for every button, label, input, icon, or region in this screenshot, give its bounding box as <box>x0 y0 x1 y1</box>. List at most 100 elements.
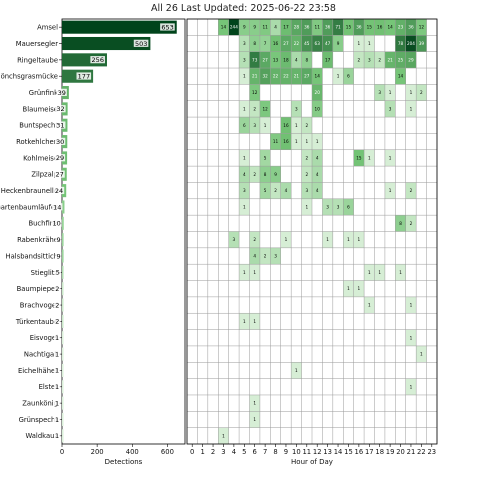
heatmap-cell <box>353 19 365 36</box>
bar-value-label: 503 <box>135 40 147 48</box>
heatmap-hour-label: 18 <box>375 448 384 456</box>
heatmap-cell <box>312 166 323 183</box>
heatmap-cell <box>395 35 406 52</box>
heatmap-cell-label: 1 <box>368 303 371 308</box>
heatmap-cell-label: 1 <box>368 155 371 160</box>
bar-category-label: Zilpzalp <box>31 171 58 179</box>
bar-value-label-bg <box>54 154 66 162</box>
heatmap-cell-label: 3 <box>233 237 236 242</box>
heatmap-cell <box>332 35 344 52</box>
heatmap-cell-label: 10 <box>315 106 321 111</box>
heatmap-cell-label: 1 <box>410 384 413 389</box>
heatmap-cell <box>301 166 312 183</box>
heatmap-cell-label: 2 <box>274 188 277 193</box>
heatmap-cell <box>291 35 302 52</box>
heatmap-cell <box>353 231 365 248</box>
bar-20 <box>62 347 64 361</box>
bar-value-label: 2 <box>55 285 59 293</box>
heatmap-cell-label: 11 <box>262 25 268 30</box>
heatmap-cell-label: 20 <box>315 90 321 95</box>
heatmap-cell-label: 14 <box>387 25 393 30</box>
heatmap-cell <box>249 100 260 118</box>
bar-category-label: Heckenbraunelle <box>1 187 58 195</box>
heatmap-cell-label: 1 <box>253 270 256 275</box>
bar-category-label: Eisvogel <box>30 334 58 342</box>
heatmap-cell <box>384 182 396 199</box>
heatmap-cell-label: 17 <box>325 57 331 62</box>
heatmap-hour-label: 14 <box>334 448 343 456</box>
bar-value-label-bg <box>54 170 65 178</box>
heatmap-cell-label: 22 <box>294 41 300 46</box>
heatmap-cell <box>332 19 344 36</box>
heatmap-cell-label: 15 <box>346 25 352 30</box>
heatmap-cell <box>322 19 333 36</box>
heatmap-cell <box>270 247 281 265</box>
heatmap-cell <box>312 133 323 150</box>
bar-category-label: Brachvogel <box>20 301 58 309</box>
bar-value-label-bg <box>55 121 66 129</box>
heatmap-hour-label: 11 <box>302 448 311 456</box>
heatmap-cell-label: 9 <box>253 25 256 30</box>
heatmap-cell-label: 1 <box>295 368 298 373</box>
bar-21 <box>62 363 64 377</box>
heatmap-cell <box>249 313 260 330</box>
heatmap-cell-label: 1 <box>368 270 371 275</box>
heatmap-cell-label: 13 <box>273 57 279 62</box>
bar-category-label: Grünfink <box>29 89 58 97</box>
heatmap-cell <box>395 264 406 281</box>
heatmap-cell-label: 2 <box>410 188 413 193</box>
heatmap-hour-label: 20 <box>396 448 405 456</box>
bar-xtick-label: 200 <box>91 448 104 456</box>
heatmap-cell-label: 4 <box>295 57 298 62</box>
heatmap-cell-label: 1 <box>378 270 381 275</box>
heatmap-cell <box>259 100 271 118</box>
heatmap-cell <box>249 231 260 248</box>
heatmap-cell-label: 1 <box>358 237 361 242</box>
heatmap-cell-label: 1 <box>347 237 350 242</box>
bar-plot-frame <box>61 18 186 445</box>
bar-value-label: 10 <box>52 220 60 228</box>
heatmap-cell <box>405 35 417 52</box>
heatmap-frame <box>186 18 438 445</box>
heatmap-cell-label: 45 <box>304 41 310 46</box>
bar-value-label-bg <box>51 219 62 227</box>
bar-value-label-bg <box>53 366 61 374</box>
heatmap-cell <box>343 280 354 297</box>
heatmap-cell-label: 1 <box>285 237 288 242</box>
bar-value-label-bg <box>54 137 66 145</box>
heatmap-xaxis-label: Hour of Day <box>291 458 333 466</box>
heatmap-cell <box>270 182 281 199</box>
heatmap-cell <box>239 100 250 118</box>
bar-value-label-bg <box>53 382 61 391</box>
heatmap-cell <box>384 149 396 167</box>
heatmap-cell <box>218 19 229 36</box>
heatmap-cell <box>259 166 271 183</box>
heatmap-cell <box>301 117 312 134</box>
bar-value-label: 32 <box>56 105 64 113</box>
heatmap-cell-label: 27 <box>262 57 268 62</box>
heatmap-cell-label: 2 <box>305 172 308 177</box>
bar-xtick-label: 0 <box>60 448 64 456</box>
bar-value-label: 1 <box>55 432 59 440</box>
bar-value-label-bg <box>54 301 61 309</box>
heatmap-cell-label: 15 <box>367 25 373 30</box>
bar-value-label: 9 <box>56 236 60 244</box>
heatmap-cell <box>301 68 312 85</box>
heatmap-cell-label: 1 <box>253 319 256 324</box>
heatmap-hour-label: 17 <box>365 448 374 456</box>
heatmap-cell <box>249 68 260 85</box>
heatmap-cell-label: 6 <box>347 74 350 79</box>
heatmap-cell <box>374 84 385 101</box>
heatmap-cell-label: 18 <box>283 57 289 62</box>
bar-15 <box>62 265 64 279</box>
heatmap-cell-label: 71 <box>335 25 341 30</box>
heatmap-cell <box>249 35 260 52</box>
heatmap-cell <box>249 247 260 265</box>
heatmap-cell-label: 1 <box>222 433 225 438</box>
heatmap-cell <box>249 117 260 134</box>
bar-value-label: 1 <box>55 350 59 358</box>
heatmap-cell-label: 6 <box>347 204 350 209</box>
heatmap-cell <box>405 51 417 69</box>
bar-value-label: 24 <box>55 187 63 195</box>
